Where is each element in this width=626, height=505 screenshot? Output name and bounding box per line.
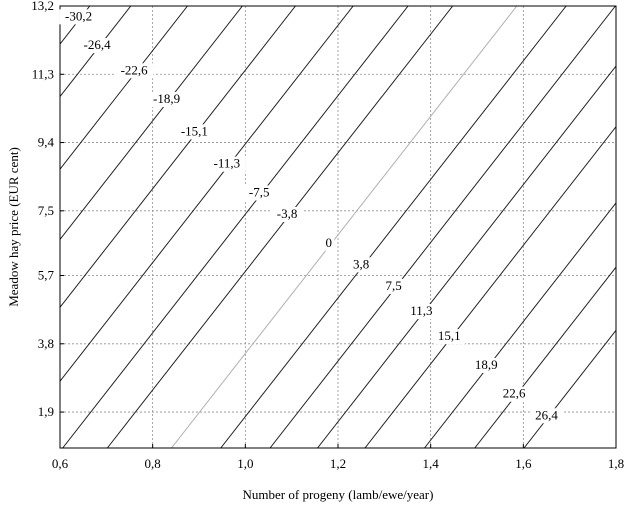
contour-label: -7,5 [249, 184, 270, 199]
contour-line [60, 6, 296, 309]
contour-label-bg [147, 92, 186, 108]
contour-line [106, 6, 454, 448]
contour-label-bg [175, 124, 214, 140]
y-tick-label: 7,5 [38, 203, 54, 218]
contour-line [317, 65, 616, 448]
contour-label-bg [59, 9, 98, 25]
contour-label: 3,8 [353, 256, 369, 271]
y-tick-label: 13,2 [31, 0, 54, 13]
contour-line [62, 6, 409, 448]
contour-label-bg [530, 408, 563, 424]
contour-label-bg [271, 207, 303, 223]
contour-label: -30,2 [65, 8, 92, 23]
y-tick-label: 1,9 [38, 404, 54, 419]
contour-label-bg [243, 185, 275, 201]
y-tick-label: 11,3 [32, 66, 54, 81]
contour-label: -26,4 [84, 37, 112, 52]
x-tick-label: 1,0 [237, 456, 253, 471]
contour-line [269, 6, 616, 448]
contour-line [364, 125, 616, 448]
contour-label-bg [405, 304, 437, 320]
x-tick-label: 1,4 [423, 456, 440, 471]
contour-label: 7,5 [385, 278, 401, 293]
contour-line [171, 6, 518, 448]
contour-label: 0 [325, 235, 332, 250]
contour-labels: -30,2 -26,4 -22,6 -18,9 -15,1 -11,3 -7,5 -3,8 0 3… [59, 8, 563, 424]
contour-line [220, 6, 567, 448]
contour-label: -22,6 [121, 62, 149, 77]
contour-line [60, 6, 132, 98]
contour-label: 15,1 [438, 328, 461, 343]
contour-label-bg [381, 278, 406, 294]
x-axis-ticks: 0,6 0,8 1,0 1,2 1,4 1,6 1,8 [52, 444, 624, 471]
contour-line [424, 202, 616, 448]
contour-label: -11,3 [213, 156, 240, 171]
y-tick-label: 3,8 [38, 336, 54, 351]
contour-label: 18,9 [475, 357, 498, 372]
x-tick-label: 0,6 [52, 456, 69, 471]
contour-label-bg [433, 329, 465, 345]
y-axis-ticks: 1,9 3,8 5,7 7,5 9,4 11,3 13,2 [31, 0, 64, 419]
contour-label-bg [323, 235, 335, 251]
contour-label: 22,6 [503, 386, 526, 401]
contour-label-bg [470, 357, 502, 373]
contour-label-bg [498, 386, 530, 402]
contour-label: 11,3 [410, 303, 432, 318]
y-axis-title: Meadow hay price (EUR cent) [6, 147, 21, 307]
contour-line [523, 329, 616, 448]
y-tick-label: 9,4 [38, 135, 55, 150]
contour-label: -3,8 [277, 206, 298, 221]
grid [60, 6, 616, 448]
contour-label: -18,9 [153, 91, 180, 106]
x-tick-label: 1,6 [515, 456, 532, 471]
x-tick-label: 0,8 [145, 456, 161, 471]
contour-label: 26,4 [535, 407, 558, 422]
y-tick-label: 5,7 [38, 268, 55, 283]
contour-lines [60, 6, 616, 448]
x-tick-label: 1,8 [608, 456, 624, 471]
contour-label-bg [348, 257, 374, 273]
x-tick-label: 1,2 [330, 456, 346, 471]
contour-label: -15,1 [181, 123, 208, 138]
contour-line [60, 6, 188, 170]
x-axis-title: Number of progeny (lamb/ewe/year) [243, 487, 434, 502]
contour-line [474, 266, 616, 448]
contour-label-bg [115, 63, 154, 79]
contour-label-bg [207, 156, 246, 172]
contour-label-bg [78, 38, 117, 54]
contour-line [60, 6, 243, 241]
contour-line [60, 6, 354, 382]
